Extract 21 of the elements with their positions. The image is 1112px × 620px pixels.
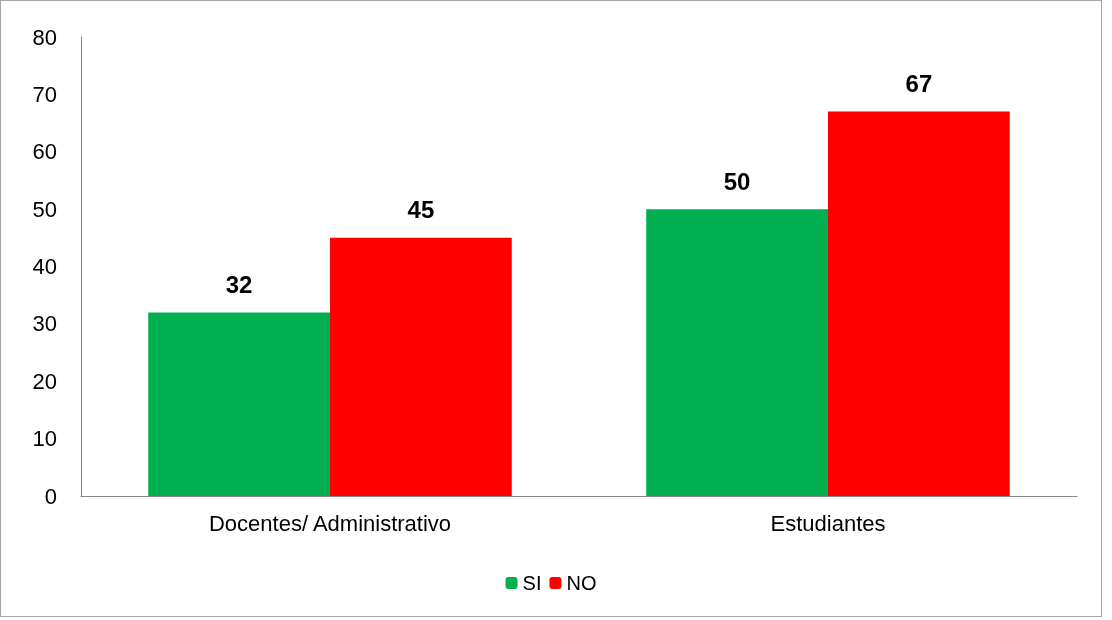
y-tick-label: 80: [32, 24, 57, 50]
bar: [646, 209, 828, 496]
x-tick-label: Estudiantes: [770, 510, 886, 536]
bar: [148, 312, 330, 496]
legend-label: SI: [522, 572, 542, 594]
data-label: 32: [225, 270, 253, 298]
data-label: 45: [407, 196, 435, 224]
y-tick-label: 10: [32, 426, 57, 452]
y-tick-label: 40: [32, 254, 57, 279]
data-label: 67: [905, 70, 933, 98]
y-tick-label: 50: [32, 196, 57, 222]
y-tick-label: 60: [32, 139, 57, 165]
y-tick-label: 70: [32, 81, 57, 107]
bar: [828, 111, 1010, 496]
legend-label: NO: [566, 572, 597, 594]
x-tick-label: Docentes/ Administrativo: [208, 510, 452, 536]
data-label: 50: [723, 167, 751, 195]
bar: [330, 237, 512, 496]
y-tick-label: 0: [44, 483, 57, 509]
y-tick-label: 20: [32, 368, 57, 394]
y-tick-label: 30: [32, 311, 57, 337]
